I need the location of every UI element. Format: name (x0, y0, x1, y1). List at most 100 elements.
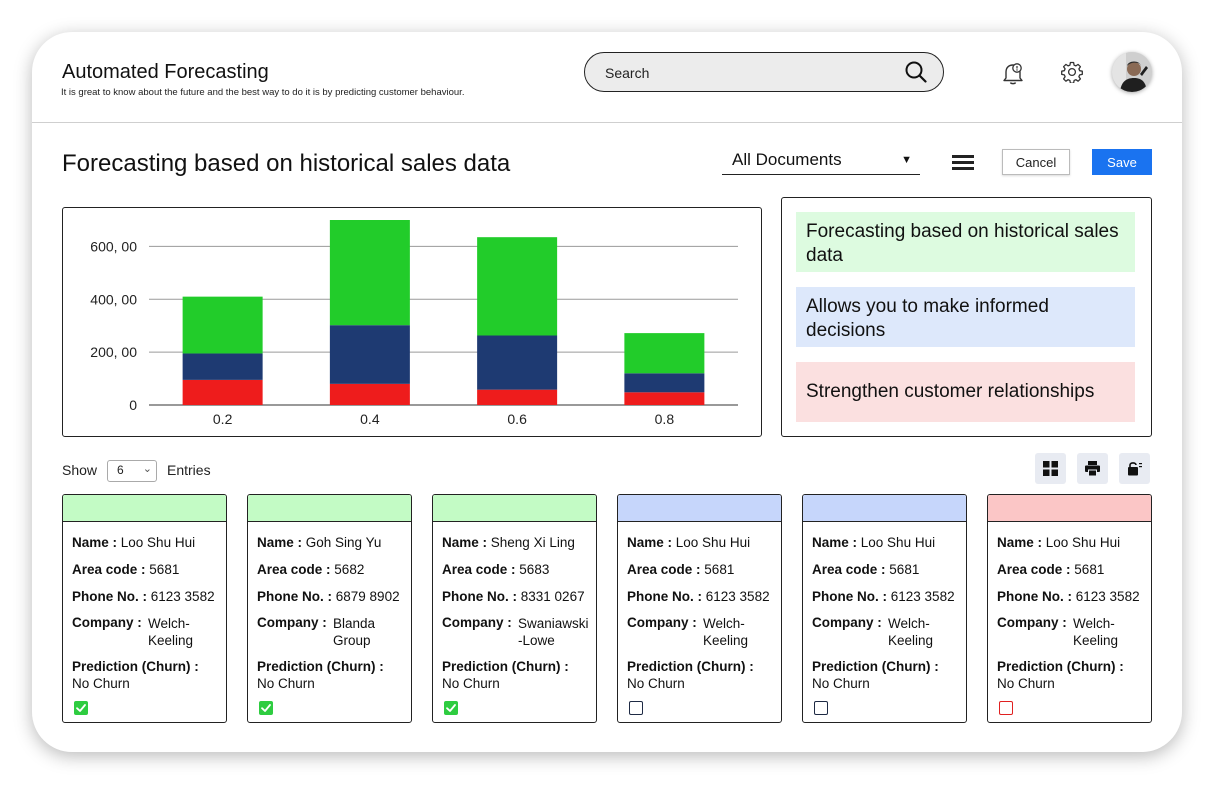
print-icon (1085, 461, 1100, 476)
card-name-label: Name : (812, 535, 858, 550)
card-phone-label: Phone No. : (442, 589, 517, 604)
chevron-down-icon: ⌄ (142, 463, 152, 475)
card-color-band (63, 495, 226, 522)
card-name-label: Name : (997, 535, 1043, 550)
card-company-label: Company : (997, 615, 1067, 630)
card-prediction-value: No Churn (812, 676, 870, 691)
user-avatar[interactable] (1112, 52, 1152, 92)
card-area-code-label: Area code : (627, 562, 701, 577)
info-item: Allows you to make informed decisions (796, 287, 1135, 347)
card-name: Name : Loo Shu Hui (812, 534, 935, 551)
card-phone-label: Phone No. : (257, 589, 332, 604)
card-phone-value: 6123 3582 (705, 589, 770, 604)
card-checkbox[interactable] (999, 701, 1013, 715)
card-phone-label: Phone No. : (997, 589, 1072, 604)
info-item: Strengthen customer relationships (796, 362, 1135, 422)
card-company-label: Company : (257, 615, 327, 630)
x-tick-label: 0.8 (655, 411, 675, 427)
card-company-label: Company : (627, 615, 697, 630)
page-title: Forecasting based on historical sales da… (62, 150, 511, 177)
card-area-code: Area code : 5681 (997, 561, 1104, 578)
unlock-icon (1128, 462, 1142, 476)
card-phone-label: Phone No. : (72, 589, 147, 604)
chevron-down-icon: ▼ (901, 154, 912, 166)
bar-segment (624, 392, 705, 405)
card-phone: Phone No. : 6123 3582 (812, 588, 955, 605)
bar-segment (329, 325, 410, 384)
card-prediction-label: Prediction (Churn) : (627, 659, 754, 674)
card-checkbox[interactable] (629, 701, 643, 715)
print-button[interactable] (1077, 453, 1108, 484)
card-prediction-value: No Churn (997, 676, 1055, 691)
card-company-value: Blanda Group (333, 616, 376, 648)
info-panel: Forecasting based on historical sales da… (781, 197, 1152, 437)
card-area-code: Area code : 5683 (442, 561, 549, 578)
documents-dropdown[interactable]: All Documents ▼ (722, 148, 920, 175)
grid-view-button[interactable] (1035, 453, 1066, 484)
card-name: Name : Loo Shu Hui (997, 534, 1120, 551)
customer-card: Name : Loo Shu Hui Area code : 5681 Phone … (617, 494, 782, 723)
card-company-label: Company : (442, 615, 512, 630)
app-subtitle: It is great to know about the future and… (61, 87, 465, 98)
card-phone: Phone No. : 6123 3582 (72, 588, 215, 605)
app-title: Automated Forecasting (62, 61, 269, 83)
card-company-label: Company : (72, 615, 142, 630)
search-icon[interactable] (905, 61, 927, 83)
card-prediction-value: No Churn (72, 676, 130, 691)
card-prediction-value: No Churn (627, 676, 685, 691)
card-color-band (433, 495, 596, 522)
info-item: Forecasting based on historical sales da… (796, 212, 1135, 272)
documents-dropdown-value: All Documents (732, 150, 842, 169)
card-color-band (803, 495, 966, 522)
card-area-code-value: 5683 (519, 562, 550, 577)
search-box[interactable] (584, 52, 944, 92)
card-checkbox[interactable] (259, 701, 273, 715)
card-checkbox[interactable] (74, 701, 88, 715)
card-name-label: Name : (442, 535, 488, 550)
stacked-bar-chart: 0 200, 00 400, 00 600, 00 0.2 0.4 0.6 0.8 (90, 220, 738, 427)
card-name-value: Loo Shu Hui (675, 535, 751, 550)
card-phone: Phone No. : 6123 3582 (997, 588, 1140, 605)
customer-card: Name : Loo Shu Hui Area code : 5681 Phone … (802, 494, 967, 723)
y-tick-label: 200, 00 (90, 344, 137, 360)
cancel-button[interactable]: Cancel (1002, 149, 1070, 175)
card-checkbox[interactable] (814, 701, 828, 715)
y-tick-label: 400, 00 (90, 291, 137, 307)
card-company-value: Welch-Keeling (888, 616, 934, 648)
entries-select-value: 6 (117, 463, 124, 477)
card-company-value: Welch-Keeling (703, 616, 749, 648)
card-prediction-label: Prediction (Churn) : (257, 659, 384, 674)
card-area-code-label: Area code : (72, 562, 146, 577)
card-color-band (248, 495, 411, 522)
card-phone-value: 6123 3582 (1075, 589, 1140, 604)
bar-segment (329, 220, 410, 326)
card-color-band (988, 495, 1151, 522)
x-tick-label: 0.6 (507, 411, 527, 427)
save-button[interactable]: Save (1092, 149, 1152, 175)
card-name-value: Loo Shu Hui (120, 535, 196, 550)
card-prediction-value: No Churn (257, 676, 315, 691)
bar-segment (329, 383, 410, 405)
entries-select[interactable]: 6 ⌄ (107, 460, 157, 482)
card-area-code: Area code : 5681 (72, 561, 179, 578)
card-company-value: Welch-Keeling (148, 616, 194, 648)
card-company-value: Welch-Keeling (1073, 616, 1119, 648)
unlock-button[interactable] (1119, 453, 1150, 484)
customer-card: Name : Loo Shu Hui Area code : 5681 Phone … (62, 494, 227, 723)
notification-bell-icon[interactable] (1002, 61, 1024, 85)
settings-gear-icon[interactable] (1061, 61, 1083, 83)
app-window: Automated Forecasting It is great to kno… (32, 32, 1182, 752)
search-input[interactable] (603, 62, 897, 84)
card-name-label: Name : (257, 535, 303, 550)
card-area-code-value: 5681 (704, 562, 735, 577)
card-name-value: Sheng Xi Ling (490, 535, 575, 550)
x-tick-label: 0.4 (360, 411, 380, 427)
bar-segment (182, 379, 263, 405)
card-area-code-value: 5681 (889, 562, 920, 577)
card-checkbox[interactable] (444, 701, 458, 715)
card-name-value: Loo Shu Hui (1045, 535, 1121, 550)
bar-segment (182, 296, 263, 354)
hamburger-menu-icon[interactable] (952, 155, 974, 171)
bar-segment (477, 335, 558, 390)
bar-segment (624, 333, 705, 374)
